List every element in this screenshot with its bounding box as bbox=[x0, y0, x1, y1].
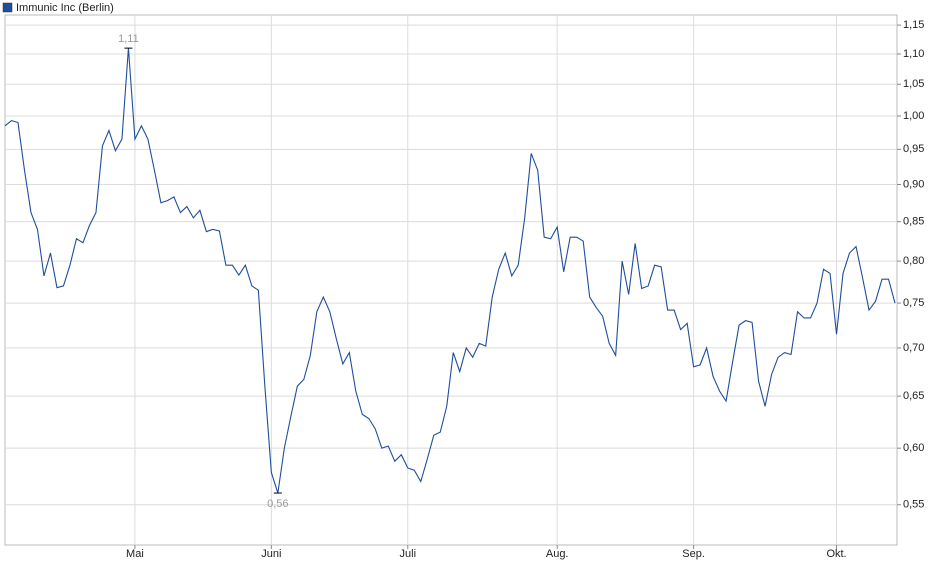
y-tick-label: 0,80 bbox=[903, 255, 924, 267]
legend-label: Immunic Inc (Berlin) bbox=[16, 2, 114, 14]
y-tick-label: 1,10 bbox=[903, 48, 924, 60]
y-tick-label: 0,65 bbox=[903, 390, 924, 402]
price-line bbox=[4, 48, 896, 494]
y-tick-label: 0,70 bbox=[903, 342, 924, 354]
x-tick-label: Juni bbox=[261, 548, 281, 560]
x-tick-label: Sep. bbox=[682, 548, 705, 560]
annotation-label: 0,56 bbox=[267, 498, 288, 510]
y-tick-label: 1,05 bbox=[903, 78, 924, 90]
annotation-label: 1,11 bbox=[118, 33, 139, 45]
y-tick-label: 0,90 bbox=[903, 178, 924, 190]
y-tick-label: 1,15 bbox=[903, 19, 924, 31]
y-tick-label: 0,85 bbox=[903, 216, 924, 228]
y-tick-label: 0,75 bbox=[903, 297, 924, 309]
y-tick-label: 1,00 bbox=[903, 110, 924, 122]
y-tick-label: 0,60 bbox=[903, 442, 924, 454]
x-tick-label: Mai bbox=[126, 548, 144, 560]
legend-swatch bbox=[2, 2, 13, 13]
x-tick-label: Juli bbox=[400, 548, 417, 560]
y-tick-label: 0,95 bbox=[903, 143, 924, 155]
plot-area bbox=[4, 14, 898, 546]
x-tick-label: Aug. bbox=[546, 548, 569, 560]
x-tick-label: Okt. bbox=[826, 548, 846, 560]
y-tick-label: 0,55 bbox=[903, 499, 924, 511]
